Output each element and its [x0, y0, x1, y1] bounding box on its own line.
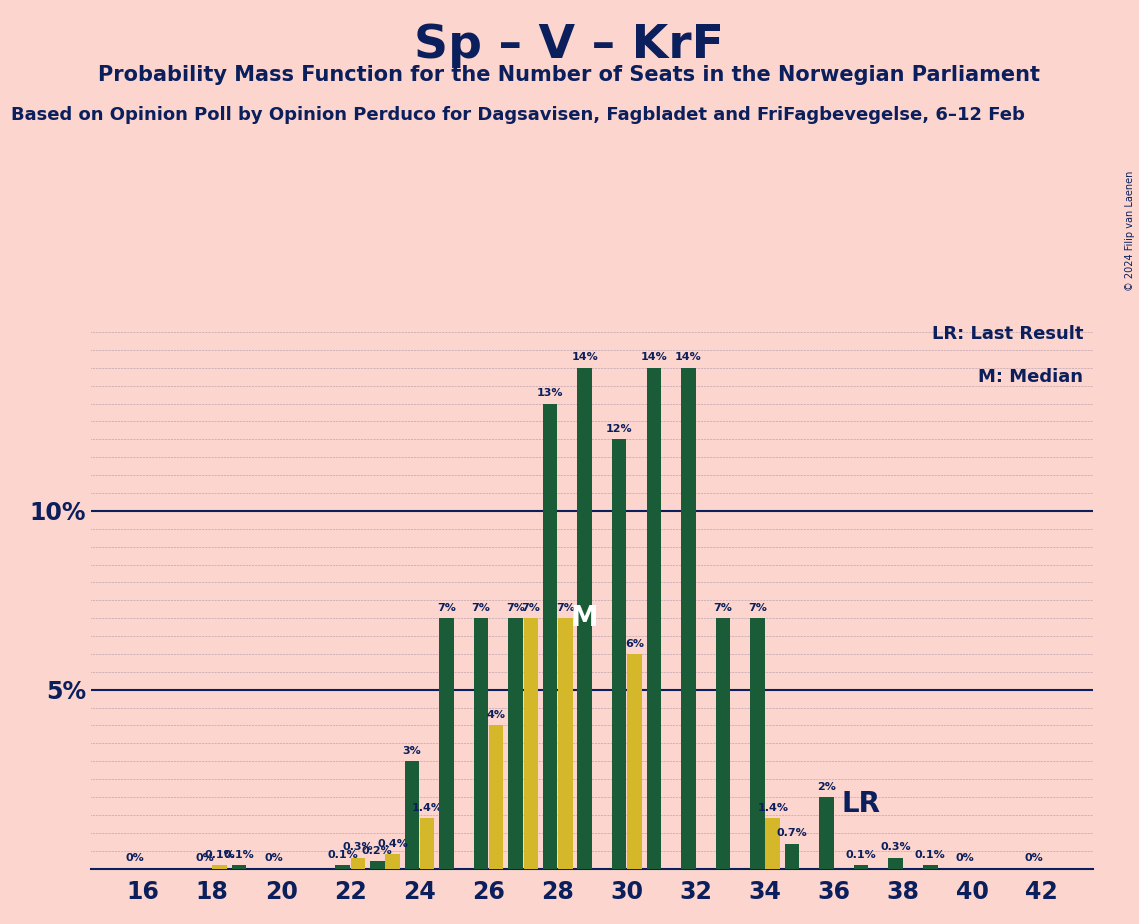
Text: Sp – V – KrF: Sp – V – KrF — [415, 23, 724, 68]
Bar — [577, 368, 592, 869]
Text: 7%: 7% — [522, 602, 540, 613]
Bar — [474, 618, 489, 869]
Bar — [647, 368, 661, 869]
Text: 0%: 0% — [1025, 853, 1043, 863]
Text: 7%: 7% — [556, 602, 575, 613]
Text: 0%: 0% — [264, 853, 282, 863]
Bar — [370, 861, 385, 869]
Text: 0%: 0% — [195, 853, 214, 863]
Bar — [765, 819, 780, 869]
Text: 0.1%: 0.1% — [846, 850, 877, 859]
Bar — [232, 865, 246, 869]
Text: M: M — [571, 604, 598, 632]
Text: 0.1%: 0.1% — [915, 850, 945, 859]
Text: 7%: 7% — [472, 602, 491, 613]
Bar — [612, 439, 626, 869]
Text: 12%: 12% — [606, 424, 632, 434]
Text: 0.1%: 0.1% — [204, 850, 235, 859]
Bar — [923, 865, 937, 869]
Bar — [489, 725, 503, 869]
Bar — [558, 618, 573, 869]
Bar — [715, 618, 730, 869]
Text: 0.3%: 0.3% — [880, 843, 911, 853]
Bar — [404, 761, 419, 869]
Bar — [819, 797, 834, 869]
Text: 0.7%: 0.7% — [777, 828, 808, 838]
Bar — [854, 865, 868, 869]
Text: 14%: 14% — [572, 352, 598, 362]
Text: 3%: 3% — [402, 746, 421, 756]
Bar — [508, 618, 523, 869]
Bar — [681, 368, 696, 869]
Bar — [351, 857, 366, 869]
Text: Based on Opinion Poll by Opinion Perduco for Dagsavisen, Fagbladet and FriFagbev: Based on Opinion Poll by Opinion Perduco… — [11, 106, 1025, 124]
Text: 0.3%: 0.3% — [343, 843, 374, 853]
Bar — [420, 819, 434, 869]
Text: 7%: 7% — [506, 602, 525, 613]
Text: 0.1%: 0.1% — [223, 850, 254, 859]
Text: 14%: 14% — [675, 352, 702, 362]
Text: Probability Mass Function for the Number of Seats in the Norwegian Parliament: Probability Mass Function for the Number… — [98, 65, 1041, 85]
Text: 0.2%: 0.2% — [362, 846, 393, 856]
Text: © 2024 Filip van Laenen: © 2024 Filip van Laenen — [1125, 171, 1134, 291]
Bar — [213, 865, 227, 869]
Text: 0%: 0% — [126, 853, 145, 863]
Bar — [385, 855, 400, 869]
Bar — [336, 865, 350, 869]
Text: 6%: 6% — [625, 638, 644, 649]
Text: 7%: 7% — [748, 602, 767, 613]
Text: 13%: 13% — [536, 388, 564, 398]
Text: 7%: 7% — [437, 602, 456, 613]
Text: 1.4%: 1.4% — [757, 803, 788, 813]
Text: 4%: 4% — [486, 711, 506, 720]
Text: 0.1%: 0.1% — [327, 850, 358, 859]
Bar — [751, 618, 764, 869]
Text: 0%: 0% — [956, 853, 974, 863]
Bar — [628, 654, 641, 869]
Bar — [785, 844, 800, 869]
Text: M: Median: M: Median — [978, 368, 1083, 386]
Text: 1.4%: 1.4% — [411, 803, 443, 813]
Text: 7%: 7% — [713, 602, 732, 613]
Text: 2%: 2% — [817, 782, 836, 792]
Bar — [524, 618, 538, 869]
Text: LR: LR — [841, 790, 880, 818]
Text: 0.4%: 0.4% — [377, 839, 408, 849]
Text: 14%: 14% — [640, 352, 667, 362]
Bar — [543, 404, 557, 869]
Text: LR: Last Result: LR: Last Result — [932, 325, 1083, 343]
Bar — [440, 618, 453, 869]
Bar — [888, 857, 903, 869]
